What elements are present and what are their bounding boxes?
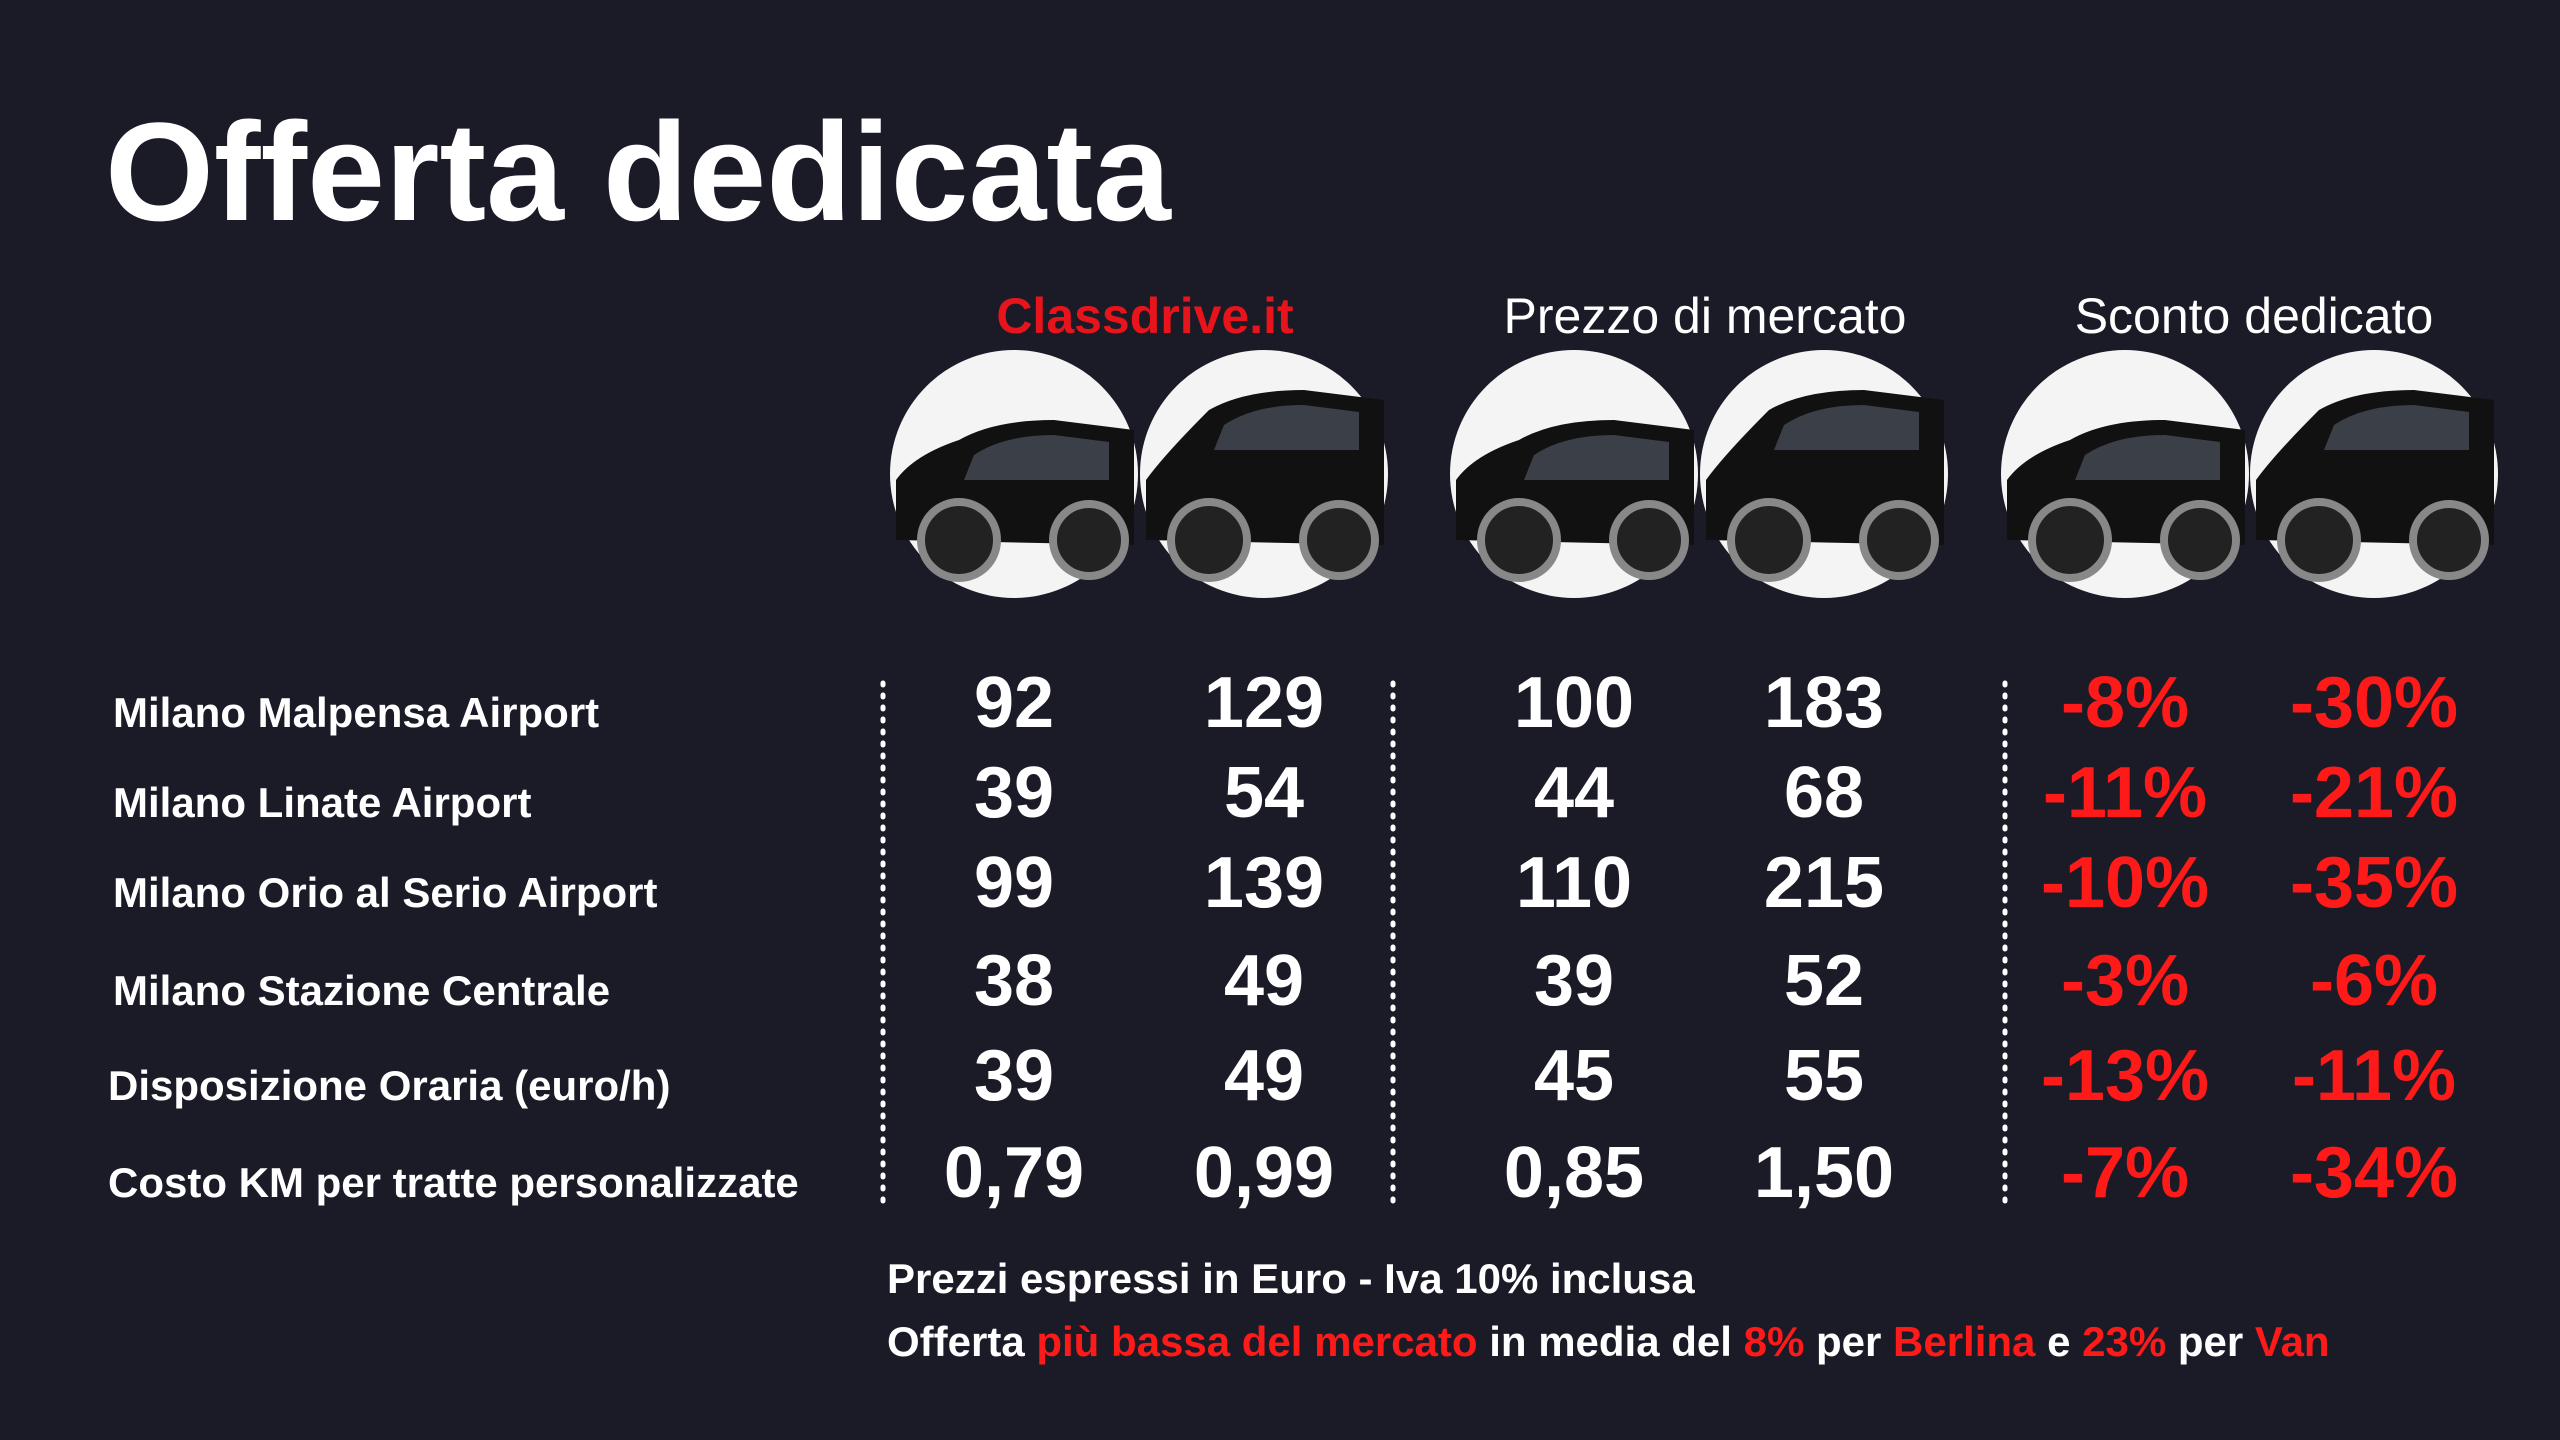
note-segment: e bbox=[2035, 1318, 2082, 1365]
cell: -21% bbox=[2290, 753, 2458, 833]
wheel bbox=[2028, 498, 2112, 582]
cell: 183 bbox=[1764, 663, 1884, 743]
cell: -35% bbox=[2290, 843, 2458, 923]
cell: 39 bbox=[974, 753, 1054, 833]
cell: 110 bbox=[1516, 843, 1632, 923]
wheel bbox=[1859, 500, 1939, 580]
wheel bbox=[1167, 498, 1251, 582]
row-label: Costo KM per tratte personalizzate bbox=[108, 1159, 799, 1206]
column-header: Sconto dedicato bbox=[2075, 288, 2434, 344]
cell: 55 bbox=[1784, 1036, 1864, 1116]
title: Offerta dedicata bbox=[105, 93, 1172, 250]
cell: 129 bbox=[1204, 663, 1324, 743]
car-window bbox=[1214, 405, 1359, 450]
row-label: Milano Orio al Serio Airport bbox=[113, 869, 658, 916]
note: Offerta più bassa del mercato in media d… bbox=[887, 1318, 2330, 1365]
note-segment: in media del bbox=[1478, 1318, 1744, 1365]
car-photo bbox=[890, 350, 1138, 598]
cell: -30% bbox=[2290, 663, 2458, 743]
row-label: Disposizione Oraria (euro/h) bbox=[108, 1062, 670, 1109]
cell: -10% bbox=[2041, 843, 2209, 923]
car-photo bbox=[2001, 350, 2249, 598]
note-segment: per bbox=[1804, 1318, 1893, 1365]
car-photo bbox=[1450, 350, 1698, 598]
wheel bbox=[1727, 498, 1811, 582]
note-segment: Offerta bbox=[887, 1318, 1036, 1365]
cell: 92 bbox=[974, 663, 1054, 743]
car-photo bbox=[1140, 350, 1388, 598]
wheel bbox=[1299, 500, 1379, 580]
note-segment: 23% bbox=[2082, 1318, 2166, 1365]
cell: 44 bbox=[1534, 753, 1614, 833]
cell: 39 bbox=[1534, 941, 1614, 1021]
note-segment: 8% bbox=[1744, 1318, 1805, 1365]
cell: 0,99 bbox=[1194, 1133, 1334, 1213]
wheel bbox=[1477, 498, 1561, 582]
wheel bbox=[1609, 500, 1689, 580]
cell: 0,79 bbox=[944, 1133, 1084, 1213]
cell: -11% bbox=[2043, 753, 2207, 833]
cell: 215 bbox=[1764, 843, 1884, 923]
car-window bbox=[2324, 405, 2469, 450]
note-segment: Berlina bbox=[1893, 1318, 2036, 1365]
cell: 0,85 bbox=[1504, 1133, 1644, 1213]
note-segment: Van bbox=[2255, 1318, 2330, 1365]
car-window bbox=[1774, 405, 1919, 450]
row-label: Milano Malpensa Airport bbox=[113, 689, 599, 736]
wheel bbox=[2160, 500, 2240, 580]
note-segment: per bbox=[2166, 1318, 2255, 1365]
car-window bbox=[1524, 435, 1669, 480]
car-photo bbox=[2250, 350, 2498, 598]
wheel bbox=[1049, 500, 1129, 580]
cell: 139 bbox=[1204, 843, 1324, 923]
column-header: Classdrive.it bbox=[996, 288, 1294, 344]
cell: 54 bbox=[1224, 753, 1304, 833]
cell: -6% bbox=[2310, 941, 2438, 1021]
row-label: Milano Stazione Centrale bbox=[113, 967, 610, 1014]
column-header: Prezzo di mercato bbox=[1504, 288, 1907, 344]
cell: -3% bbox=[2061, 941, 2189, 1021]
cell: 38 bbox=[974, 941, 1054, 1021]
cell: 100 bbox=[1514, 663, 1634, 743]
cell: 52 bbox=[1784, 941, 1864, 1021]
cell: -13% bbox=[2041, 1036, 2209, 1116]
car-photo bbox=[1700, 350, 1948, 598]
cell: 49 bbox=[1224, 941, 1304, 1021]
cell: 49 bbox=[1224, 1036, 1304, 1116]
car-window bbox=[964, 435, 1109, 480]
cell: -7% bbox=[2061, 1133, 2189, 1213]
cell: 99 bbox=[974, 843, 1054, 923]
cell: 68 bbox=[1784, 753, 1864, 833]
table: Classdrive.it Prezzo di mercato Sconto ded… bbox=[108, 288, 2498, 1213]
cell: -8% bbox=[2061, 663, 2189, 743]
row-label: Milano Linate Airport bbox=[113, 779, 531, 826]
cell: 1,50 bbox=[1754, 1133, 1894, 1213]
cell: 45 bbox=[1534, 1036, 1614, 1116]
note: Prezzi espressi in Euro - Iva 10% inclus… bbox=[887, 1255, 1695, 1302]
cell: -11% bbox=[2292, 1036, 2456, 1116]
note-segment: più bassa del mercato bbox=[1036, 1318, 1477, 1365]
wheel bbox=[917, 498, 1001, 582]
wheel bbox=[2409, 500, 2489, 580]
cell: -34% bbox=[2290, 1133, 2458, 1213]
wheel bbox=[2277, 498, 2361, 582]
cell: 39 bbox=[974, 1036, 1054, 1116]
car-window bbox=[2075, 435, 2220, 480]
